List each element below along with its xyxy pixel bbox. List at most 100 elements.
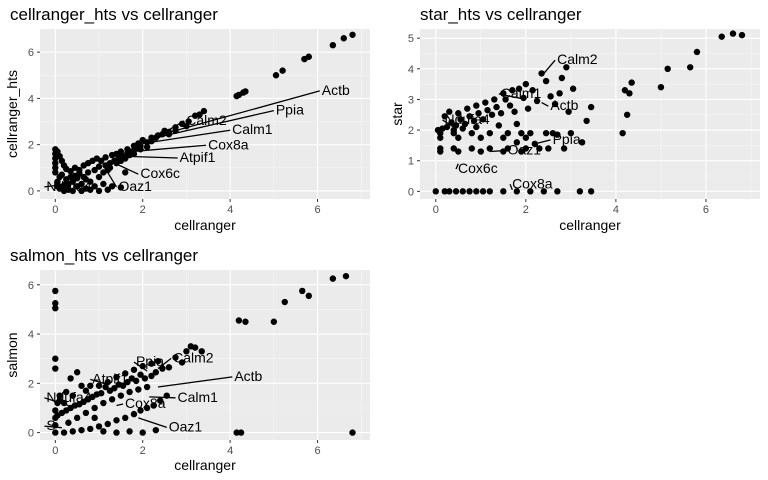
- data-point: [82, 387, 90, 394]
- data-point: [477, 134, 484, 141]
- data-point: [104, 420, 111, 428]
- data-point: [569, 85, 577, 92]
- data-point: [542, 129, 550, 137]
- data-point: [52, 287, 59, 295]
- gene-label: Cox6c: [458, 160, 498, 176]
- gene-label: Actb: [550, 97, 578, 113]
- data-point: [63, 388, 70, 396]
- y-tick-label: 1: [408, 156, 414, 168]
- data-point: [87, 382, 94, 389]
- data-point: [486, 145, 494, 152]
- data-point: [513, 139, 521, 146]
- gene-label: Ndufa4: [445, 111, 490, 127]
- data-point: [533, 97, 541, 105]
- data-point: [466, 188, 473, 195]
- label-leader-line: [543, 59, 556, 74]
- data-point: [587, 103, 595, 111]
- data-point: [576, 188, 584, 195]
- data-point: [281, 298, 288, 306]
- data-point: [87, 186, 94, 193]
- y-tick-label: 2: [28, 378, 34, 390]
- x-axis-title: cellranger: [559, 217, 621, 233]
- data-point: [486, 188, 494, 195]
- data-point: [554, 131, 561, 138]
- data-point: [69, 428, 76, 435]
- y-tick-label: 3: [408, 94, 414, 106]
- data-point: [513, 120, 521, 128]
- data-point: [139, 136, 146, 144]
- x-axis-title: cellranger: [174, 457, 236, 473]
- scatter-panel-1: 0 2 4 6 0 2 4 6 Actb Ppia Calm2 Calm1Cox8aAtpif1Cox…: [4, 5, 370, 233]
- x-tick-label: 6: [314, 204, 320, 216]
- data-point: [122, 370, 129, 377]
- data-point: [551, 100, 559, 108]
- gene-label: Ppia: [136, 353, 164, 369]
- data-point: [65, 419, 72, 426]
- data-point: [108, 396, 116, 403]
- data-point: [242, 318, 249, 325]
- data-point: [122, 169, 129, 176]
- data-point: [495, 122, 503, 129]
- y-tick-label: 4: [28, 93, 34, 105]
- gene-label: Calm2: [557, 51, 598, 67]
- x-tick-label: 0: [433, 204, 439, 216]
- data-point: [130, 366, 138, 373]
- x-tick-label: 4: [613, 204, 619, 216]
- gene-label: Actb: [234, 368, 262, 384]
- data-point: [305, 292, 313, 300]
- label-leader-line: [149, 396, 176, 399]
- data-point: [76, 170, 83, 177]
- data-point: [200, 107, 208, 115]
- x-tick-label: 2: [523, 204, 529, 216]
- gene-label: Atpif1: [180, 149, 216, 165]
- data-point: [60, 429, 68, 436]
- data-point: [479, 116, 487, 123]
- label-leader-line: [534, 139, 551, 145]
- data-point: [154, 357, 162, 365]
- data-point: [504, 145, 512, 152]
- label-leader-line: [131, 144, 207, 153]
- gene-label: Actb: [322, 82, 350, 98]
- data-point: [567, 129, 575, 137]
- label-leader-line: [44, 183, 69, 188]
- data-point: [106, 387, 114, 394]
- data-point: [178, 359, 186, 366]
- data-point: [556, 90, 563, 97]
- data-point: [450, 145, 457, 152]
- data-point: [299, 287, 306, 295]
- gene-label: Ndufa4: [46, 178, 91, 194]
- data-point: [500, 134, 507, 141]
- data-point: [432, 188, 439, 195]
- data-point: [52, 414, 59, 422]
- data-point: [84, 169, 92, 176]
- data-point: [628, 79, 635, 86]
- x-tick-label: 6: [703, 204, 709, 216]
- label-leader-line: [489, 149, 506, 153]
- data-point: [198, 348, 205, 355]
- data-point: [87, 425, 94, 433]
- data-point: [342, 272, 350, 280]
- data-point: [124, 146, 131, 153]
- data-point: [270, 318, 278, 325]
- data-point: [56, 392, 63, 399]
- data-point: [301, 55, 308, 63]
- data-point: [235, 317, 243, 324]
- y-tick-label: 2: [28, 140, 34, 152]
- data-point: [122, 414, 129, 422]
- data-point: [459, 125, 466, 132]
- gene-label: Ppia: [553, 131, 581, 147]
- data-point: [693, 48, 701, 56]
- gene-label: Cox8a: [208, 136, 249, 152]
- label-leader-line: [138, 417, 167, 428]
- data-point: [626, 90, 633, 97]
- data-point: [91, 183, 98, 190]
- data-point: [165, 364, 173, 371]
- gene-label: Ppia: [276, 102, 304, 118]
- data-point: [82, 176, 90, 183]
- data-point: [446, 188, 453, 195]
- data-point: [437, 134, 444, 141]
- data-point: [279, 67, 286, 74]
- data-point: [518, 129, 525, 137]
- data-point: [349, 429, 356, 436]
- data-point: [488, 111, 496, 118]
